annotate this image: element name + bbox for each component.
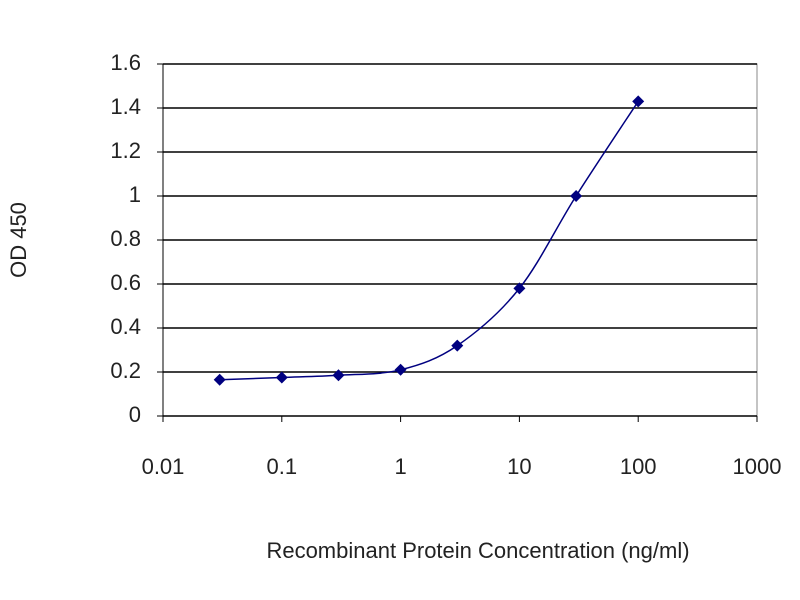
- point: [632, 95, 645, 108]
- y-tick-label: 1.6: [110, 50, 141, 75]
- x-axis-label: Recombinant Protein Concentration (ng/ml…: [266, 538, 689, 563]
- point: [570, 190, 583, 202]
- y-tick-label: 0.2: [110, 358, 141, 383]
- y-axis-label: OD 450: [6, 202, 31, 278]
- x-tick-label: 0.1: [267, 454, 298, 479]
- y-tick-label: 0.4: [110, 314, 141, 339]
- x-tick-label: 10: [507, 454, 531, 479]
- x-tick-label: 100: [620, 454, 657, 479]
- y-tick-label: 0.6: [110, 270, 141, 295]
- point: [451, 339, 464, 352]
- point: [394, 363, 407, 376]
- y-tick-label: 1.2: [110, 138, 141, 163]
- y-tick-label: 0.8: [110, 226, 141, 251]
- x-tick-label: 1: [394, 454, 406, 479]
- point: [213, 373, 226, 386]
- point: [332, 369, 345, 382]
- x-tick-label: 0.01: [142, 454, 185, 479]
- y-tick-label: 0: [129, 402, 141, 427]
- y-tick-label: 1.4: [110, 94, 141, 119]
- x-tick-label: 1000: [733, 454, 782, 479]
- point: [513, 282, 526, 295]
- point: [275, 371, 288, 384]
- y-tick-label: 1: [129, 182, 141, 207]
